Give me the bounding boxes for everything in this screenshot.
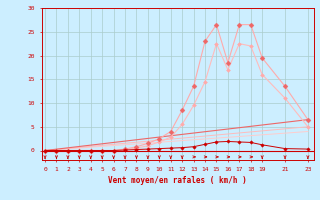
X-axis label: Vent moyen/en rafales ( km/h ): Vent moyen/en rafales ( km/h )	[108, 176, 247, 185]
